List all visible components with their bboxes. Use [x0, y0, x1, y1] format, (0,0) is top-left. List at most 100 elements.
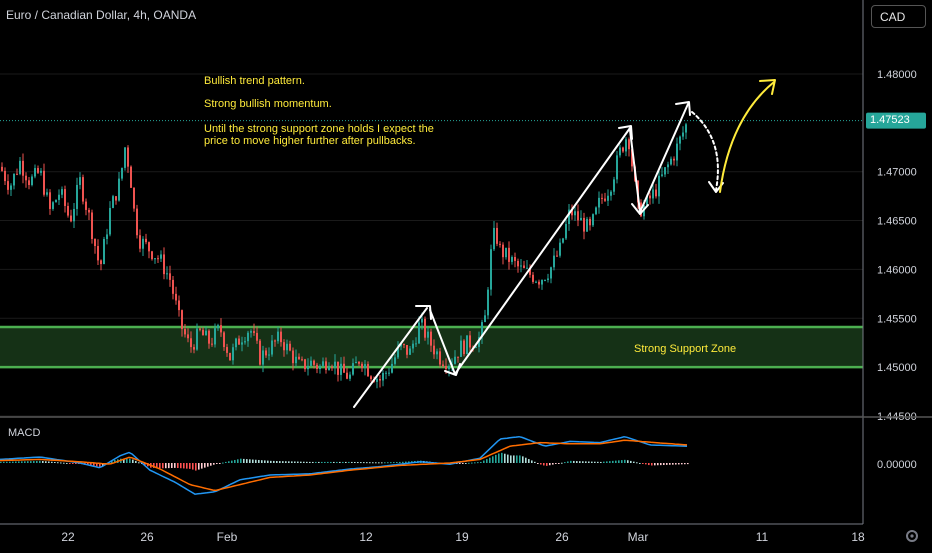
candle-body — [511, 257, 513, 262]
candle-body — [370, 376, 372, 380]
candle-body — [406, 344, 408, 355]
candle-body — [439, 351, 441, 365]
candle-body — [604, 198, 606, 201]
macd-histogram-bar — [609, 461, 611, 463]
candle-body — [25, 175, 27, 181]
macd-histogram-bar — [240, 458, 242, 463]
macd-histogram-bar — [339, 461, 341, 463]
macd-histogram-bar — [516, 455, 518, 463]
macd-histogram-bar — [183, 463, 185, 469]
candle-body — [298, 356, 300, 360]
candle-body — [223, 332, 225, 348]
macd-histogram-bar — [162, 463, 164, 469]
candle-body — [424, 318, 426, 338]
macd-histogram-bar — [270, 460, 272, 463]
macd-histogram-bar — [15, 461, 17, 463]
macd-histogram-bar — [573, 460, 575, 463]
macd-histogram-bar — [366, 462, 368, 464]
macd-histogram-bar — [24, 461, 26, 463]
macd-histogram-bar — [27, 461, 29, 463]
candle-body — [529, 267, 531, 275]
macd-histogram-bar — [633, 461, 635, 463]
candle-body — [337, 361, 339, 375]
macd-histogram-bar — [159, 463, 161, 469]
candle-body — [52, 202, 54, 209]
macd-histogram-bar — [21, 461, 23, 463]
settings-gear-icon[interactable] — [868, 524, 928, 548]
candle-body — [478, 337, 480, 347]
candle-body — [409, 348, 411, 355]
currency-button[interactable]: CAD — [871, 5, 926, 28]
macd-histogram-bar — [597, 461, 599, 463]
candle-body — [235, 338, 237, 348]
macd-histogram-bar — [543, 463, 545, 466]
macd-histogram-bar — [246, 459, 248, 463]
time-tick-label: Feb — [217, 530, 238, 544]
candle-body — [172, 279, 174, 294]
candle-body — [181, 310, 183, 330]
macd-histogram-bar — [303, 461, 305, 463]
macd-histogram-bar — [534, 461, 536, 463]
macd-histogram-bar — [312, 461, 314, 463]
candle-body — [94, 238, 96, 247]
price-tick-label: 1.47000 — [877, 167, 917, 179]
candle-body — [73, 208, 75, 222]
candle-body — [145, 238, 147, 243]
candle-body — [127, 147, 129, 167]
impulse-arrow-3 — [639, 103, 689, 213]
candle-body — [133, 187, 135, 209]
projection-arrowhead — [759, 79, 776, 95]
candle-body — [70, 215, 72, 222]
candle-body — [544, 279, 546, 281]
candle-body — [571, 209, 573, 216]
candle-body — [289, 343, 291, 351]
candle-body — [565, 224, 567, 239]
macd-histogram-bar — [243, 458, 245, 463]
macd-histogram-bar — [96, 463, 98, 467]
candle-body — [442, 364, 444, 366]
macd-histogram-bar — [600, 461, 602, 463]
macd-histogram-bar — [525, 457, 527, 463]
candle-body — [40, 170, 42, 173]
candle-body — [256, 332, 258, 341]
candle-body — [397, 346, 399, 358]
candle-body — [316, 364, 318, 369]
macd-histogram-bar — [402, 461, 404, 463]
candle-body — [583, 217, 585, 232]
candle-body — [532, 274, 534, 282]
candle-body — [490, 249, 492, 290]
candle-body — [508, 247, 510, 262]
price-axis-ticks: 1.48000 1.47000 1.46500 1.46000 1.45500 1.450… — [877, 69, 917, 423]
macd-histogram-bar — [396, 462, 398, 464]
candle-body — [523, 265, 525, 269]
macd-histogram-bar — [537, 463, 539, 464]
macd-histogram-bar — [504, 453, 506, 463]
candle-body — [379, 378, 381, 381]
candle-body — [367, 364, 369, 377]
macd-histogram-bar — [156, 463, 158, 469]
candle-body — [430, 331, 432, 346]
macd-histogram-bar — [546, 463, 548, 466]
macd-histogram-bar — [90, 463, 92, 466]
candle-body — [328, 367, 330, 371]
macd-histogram-bar — [531, 460, 533, 463]
candle-body — [682, 132, 684, 137]
candle-body — [4, 170, 6, 182]
time-tick-label: 26 — [140, 530, 154, 544]
trend-arrows — [353, 101, 724, 408]
macd-histogram-bar — [675, 463, 677, 465]
macd-histogram-bar — [555, 463, 557, 464]
macd-histogram-bar — [99, 463, 101, 467]
macd-histogram-bar — [180, 463, 182, 469]
candle-body — [319, 365, 321, 369]
macd-histogram-bar — [618, 460, 620, 463]
candle-body — [619, 147, 621, 156]
candle-body — [496, 227, 498, 244]
macd-histogram-bar — [282, 461, 284, 463]
macd-histogram-bar — [405, 461, 407, 463]
macd-histogram-bar — [384, 462, 386, 464]
candle-body — [463, 340, 465, 355]
candle-body — [352, 363, 354, 375]
